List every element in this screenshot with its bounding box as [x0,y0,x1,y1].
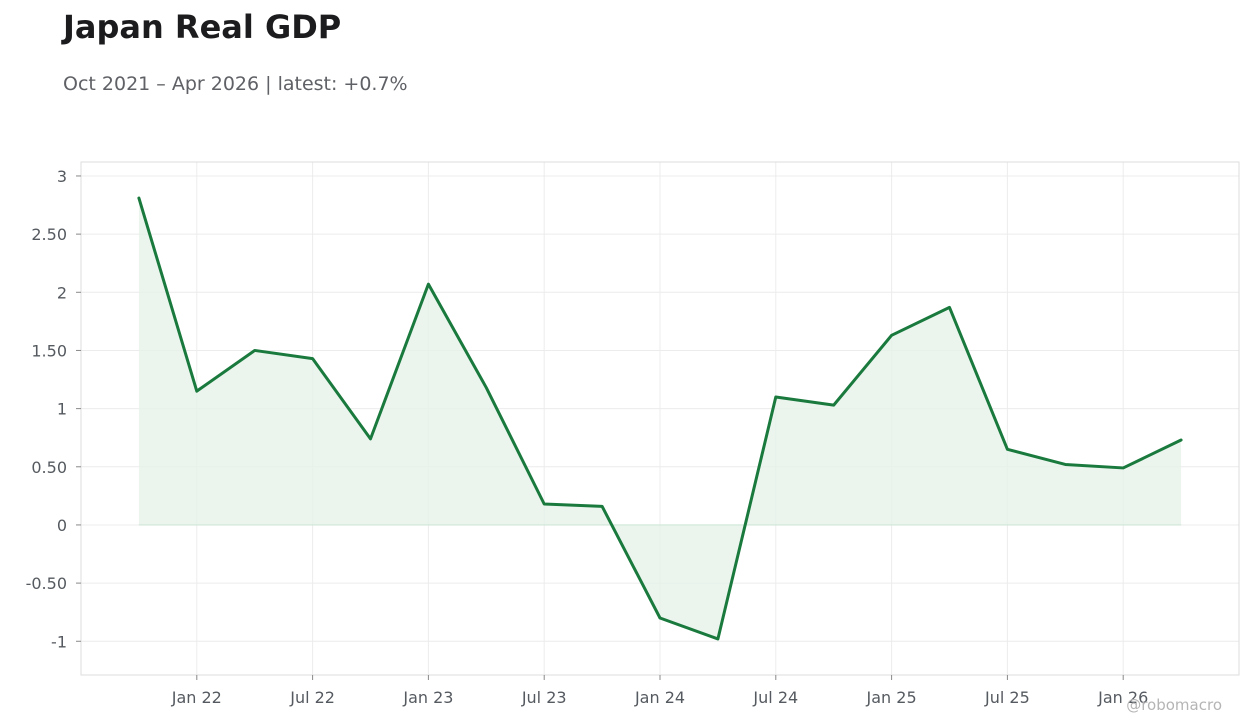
series-line [137,196,1183,641]
data-point [832,403,836,407]
y-tick-label: 0.50 [31,458,67,477]
data-point [484,386,488,390]
y-tick-label: 0 [57,516,67,535]
x-tick-label: Jan 26 [1097,688,1148,707]
data-point [253,348,257,352]
data-point [542,502,546,506]
x-tick-label: Jan 22 [171,688,222,707]
watermark-text: @robomacro [1126,696,1222,714]
data-point [774,395,778,399]
y-axis: 3 2.50 2 1.50 1 0.50 0 -0.50 -1 [26,167,81,651]
chart-title: Japan Real GDP [63,8,342,46]
data-point [600,504,604,508]
x-tick-label: Jan 25 [866,688,917,707]
data-point [948,305,952,309]
data-point [1179,438,1183,442]
data-point [716,637,720,641]
data-point [137,196,141,200]
y-tick-label: -0.50 [26,574,67,593]
y-tick-label: 1.50 [31,341,67,360]
data-point [1063,462,1067,466]
series-area-fill [138,198,1182,639]
x-tick-label: Jul 25 [984,688,1030,707]
data-point [369,437,373,441]
y-tick-label: 2 [57,283,67,302]
y-tick-label: 2.50 [31,225,67,244]
data-point [195,389,199,393]
area-fill-layer [138,198,1182,639]
data-point [890,333,894,337]
y-tick-label: 1 [57,400,67,419]
chart-subtitle: Oct 2021 – Apr 2026 | latest: +0.7% [63,73,408,95]
y-tick-label: -1 [51,632,67,651]
data-point [426,282,430,286]
data-point [658,616,662,620]
x-tick-label: Jul 23 [521,688,567,707]
x-tick-label: Jan 23 [402,688,453,707]
x-axis: Jan 22 Jul 22 Jan 23 Jul 23 Jan 24 Jul 24 Jan … [171,675,1148,707]
series-line-layer [137,196,1183,641]
data-point [1005,447,1009,451]
x-tick-label: Jul 24 [752,688,798,707]
x-tick-label: Jan 24 [634,688,685,707]
x-tick-label: Jul 22 [289,688,335,707]
data-point [311,357,315,361]
data-point [1121,466,1125,470]
y-tick-label: 3 [57,167,67,186]
